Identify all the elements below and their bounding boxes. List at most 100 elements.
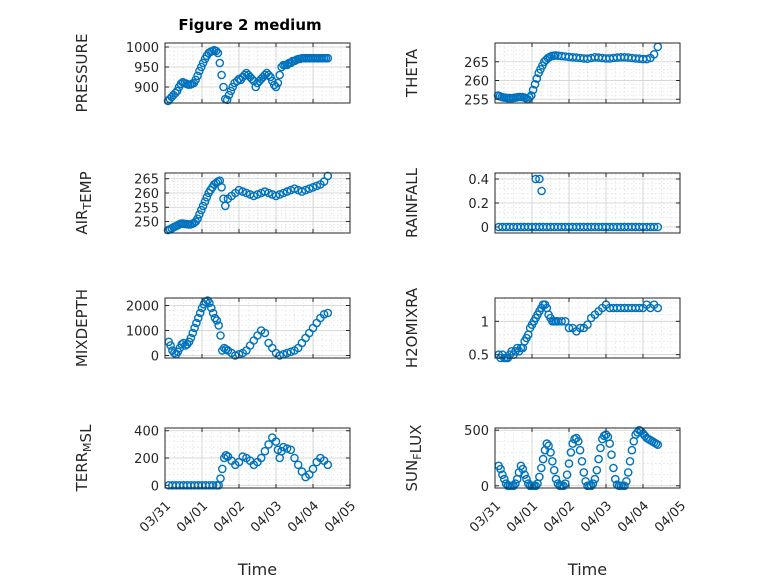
data-point — [279, 442, 288, 452]
data-point — [592, 465, 602, 475]
data-point — [649, 50, 659, 59]
data-point — [511, 479, 520, 488]
data-point — [499, 474, 509, 484]
y-tick-label: 265 — [134, 173, 159, 188]
data-point — [191, 75, 200, 85]
data-point — [214, 321, 223, 330]
data-point — [193, 313, 203, 323]
data-point — [224, 90, 234, 100]
data-point — [653, 303, 663, 313]
data-point — [562, 470, 572, 480]
data-point — [210, 313, 220, 323]
y-tick-label: 0.4 — [468, 173, 489, 188]
y-tick-label: 260 — [134, 187, 159, 202]
data-point — [253, 190, 262, 199]
data-series — [494, 425, 663, 491]
data-point — [596, 443, 605, 453]
data-point — [611, 474, 620, 484]
data-point — [607, 450, 616, 460]
data-point — [200, 197, 210, 206]
data-point — [561, 479, 570, 488]
data-point — [188, 328, 198, 338]
x-axis-label: Time — [567, 560, 607, 579]
data-point — [216, 474, 225, 483]
data-point — [232, 76, 242, 86]
data-point — [242, 188, 251, 198]
y-tick-label: 400 — [134, 425, 159, 440]
axes-frame — [164, 42, 351, 104]
data-point — [193, 214, 202, 223]
data-point — [260, 446, 270, 456]
data-point — [531, 174, 541, 184]
data-point — [532, 74, 542, 83]
data-point — [583, 320, 592, 330]
data-point — [169, 348, 179, 358]
data-point — [308, 182, 318, 192]
data-point — [625, 456, 635, 466]
y-tick-label: 2000 — [126, 300, 159, 315]
y-tick-label: 0 — [151, 350, 159, 365]
data-point — [212, 316, 222, 325]
data-point — [564, 323, 574, 333]
data-point — [530, 80, 540, 89]
data-point — [217, 346, 227, 355]
data-point — [256, 453, 266, 463]
y-tick-label: 0 — [151, 479, 159, 494]
data-point — [520, 470, 529, 480]
data-point — [282, 444, 292, 453]
data-point — [196, 62, 206, 72]
data-point — [575, 323, 585, 333]
data-point — [217, 464, 227, 474]
data-point — [653, 440, 663, 450]
data-point — [273, 78, 283, 88]
data-point — [198, 58, 208, 68]
data-point — [633, 428, 642, 437]
data-point — [319, 309, 329, 319]
data-point — [260, 70, 270, 80]
data-point — [247, 74, 257, 84]
data-point — [605, 439, 615, 448]
data-point — [308, 464, 318, 474]
data-series — [164, 433, 333, 490]
data-point — [623, 468, 633, 477]
data-point — [251, 82, 260, 92]
data-point — [579, 468, 589, 477]
data-point — [228, 82, 237, 92]
data-point — [205, 298, 214, 308]
subplot-1: 900 950 1000 PRESSURE — [73, 34, 351, 112]
y-axis-label: THETA — [403, 48, 421, 98]
x-axis-label: Time — [237, 560, 277, 579]
data-point — [286, 347, 296, 357]
y-axis-label: TERRMSL — [73, 424, 95, 493]
data-point — [182, 339, 192, 349]
data-point — [279, 188, 288, 198]
data-point — [264, 188, 273, 198]
data-point — [217, 70, 226, 80]
y-tick-label: 0 — [481, 221, 489, 236]
data-point — [542, 439, 552, 448]
data-point — [627, 445, 637, 455]
axes-frame — [164, 297, 351, 359]
subplot-4: 0 0.2 0.4 RAINFALL — [403, 167, 681, 238]
axes-frame — [494, 42, 681, 104]
data-point — [635, 303, 644, 313]
data-point — [208, 480, 218, 490]
axes-background — [165, 298, 350, 358]
data-point — [275, 190, 285, 199]
y-axis-label: AIRTEMP — [73, 171, 95, 234]
data-point — [642, 54, 652, 64]
y-axis-label: RAINFALL — [403, 167, 421, 238]
data-point — [586, 481, 596, 491]
data-point — [290, 184, 299, 193]
figure-title: Figure 2 medium — [178, 16, 321, 34]
data-point — [535, 174, 544, 184]
data-point — [275, 70, 285, 80]
data-point — [219, 82, 228, 92]
data-point — [653, 222, 663, 232]
data-point — [177, 339, 186, 349]
data-point — [217, 182, 226, 192]
data-point — [206, 303, 216, 313]
